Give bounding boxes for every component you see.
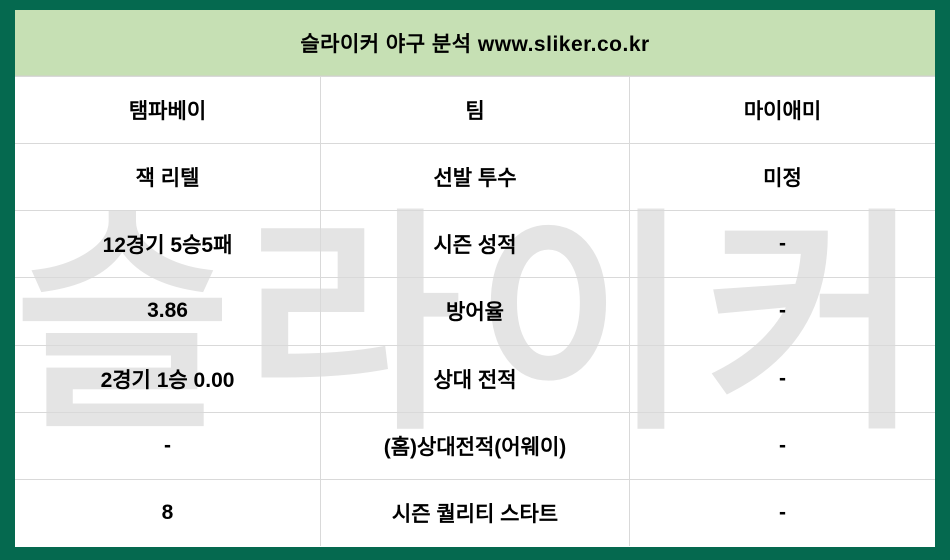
cell-category-label: 상대 전적 (320, 345, 629, 412)
table-row-season-record: 12경기 5승5패 시즌 성적 - (15, 210, 935, 278)
table-row-era: 3.86 방어율 - (15, 277, 935, 345)
cell-category-label: 방어율 (320, 278, 629, 345)
cell-category-label: (홈)상대전적(어웨이) (320, 412, 629, 479)
cell-home-value: 12경기 5승5패 (102, 234, 233, 258)
table-row-team: 탬파베이 팀 마이애미 (15, 76, 935, 144)
cell-home-value: 3.86 (147, 299, 188, 323)
table-row-head-to-head: 2경기 1승 0.00 상대 전적 - (15, 344, 935, 412)
cell-away-value: - (629, 211, 935, 278)
header-banner: 슬라이커 야구 분석 www.sliker.co.kr (15, 10, 935, 76)
cell-category-label: 시즌 퀄리티 스타트 (320, 479, 629, 546)
page-title: 슬라이커 야구 분석 www.sliker.co.kr (300, 32, 650, 56)
cell-home-value: 2경기 1승 0.00 (100, 368, 235, 392)
cell-away-value: 미정 (629, 144, 935, 211)
cell-home-value: 8 (161, 500, 174, 524)
cell-away-value: - (629, 479, 935, 546)
cell-away-team: 마이애미 (629, 77, 935, 144)
table-row-quality-start: 8 시즌 퀄리티 스타트 - (15, 478, 935, 546)
cell-home-team: 탬파베이 (128, 100, 207, 124)
table-row-home-away-record: - (홈)상대전적(어웨이) - (15, 411, 935, 479)
watermark-text: 슬라이커 (15, 193, 935, 457)
cell-category-label: 시즌 성적 (320, 211, 629, 278)
page-frame: 슬라이커 야구 분석 www.sliker.co.kr 슬라이커 탬파베이 팀 … (15, 10, 935, 547)
cell-category-label: 팀 (320, 77, 629, 144)
cell-away-value: - (629, 345, 935, 412)
cell-home-value: 잭 리텔 (135, 167, 200, 191)
cell-away-value: - (629, 278, 935, 345)
table-row-starting-pitcher: 잭 리텔 선발 투수 미정 (15, 143, 935, 211)
cell-category-label: 선발 투수 (320, 144, 629, 211)
cell-home-value: - (164, 433, 171, 457)
analysis-table: 슬라이커 탬파베이 팀 마이애미 잭 리텔 선발 투수 미정 12경기 5승5패… (15, 76, 935, 546)
cell-away-value: - (629, 412, 935, 479)
